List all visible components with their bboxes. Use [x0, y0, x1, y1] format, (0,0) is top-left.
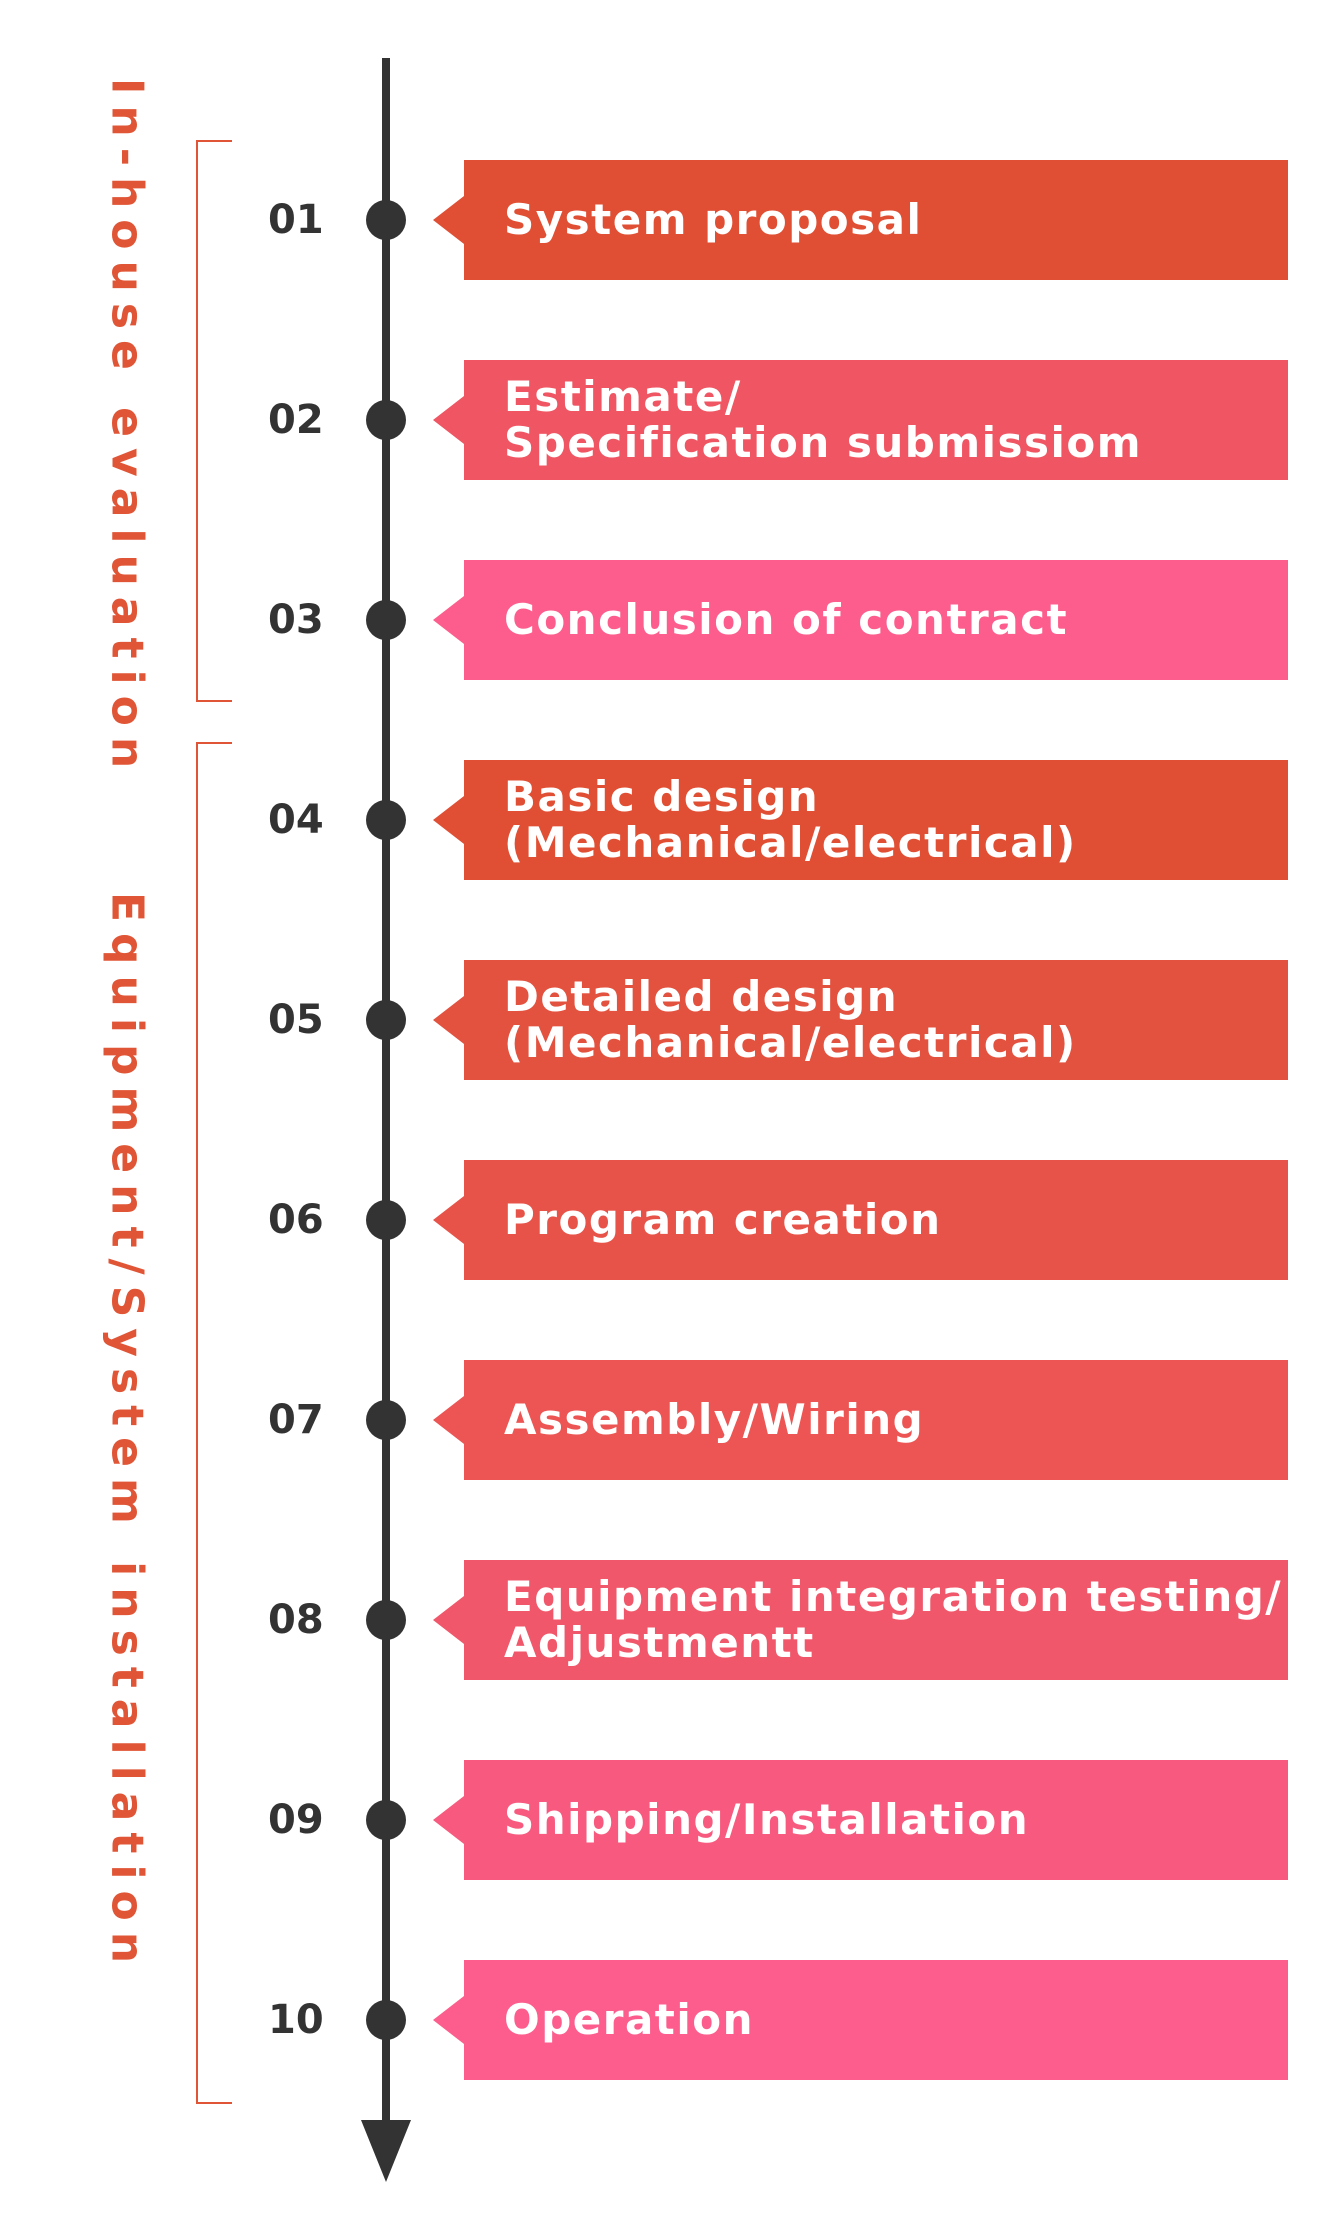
step-pointer-icon	[433, 796, 464, 844]
timeline-dot	[366, 200, 406, 240]
step-row: 02 Estimate/ Specification submissiom	[0, 360, 1340, 480]
step-box: Operation	[464, 1960, 1288, 2080]
step-label: Assembly/Wiring	[504, 1395, 925, 1444]
timeline-dot	[366, 1600, 406, 1640]
step-number: 02	[268, 397, 324, 443]
step-number: 09	[268, 1797, 324, 1843]
step-label: Shipping/Installation	[504, 1795, 1030, 1844]
group-bracket-in-house	[196, 140, 232, 702]
timeline-dot	[366, 800, 406, 840]
step-label: Estimate/ Specification submissiom	[504, 372, 1142, 467]
step-box: Detailed design (Mechanical/electrical)	[464, 960, 1288, 1080]
step-box: Estimate/ Specification submissiom	[464, 360, 1288, 480]
step-row: 05 Detailed design (Mechanical/electrical…	[0, 960, 1340, 1080]
step-pointer-icon	[433, 396, 464, 444]
timeline-dot	[366, 400, 406, 440]
step-pointer-icon	[433, 1996, 464, 2044]
timeline-arrow-down-icon	[361, 2120, 411, 2182]
timeline-line	[382, 58, 390, 2148]
step-row: 08 Equipment integration testing/ Adjustm…	[0, 1560, 1340, 1680]
step-pointer-icon	[433, 1796, 464, 1844]
timeline-dot	[366, 1200, 406, 1240]
step-label: Equipment integration testing/ Adjustmen…	[504, 1572, 1283, 1667]
timeline-dot	[366, 2000, 406, 2040]
step-number: 06	[268, 1197, 324, 1243]
step-box: Assembly/Wiring	[464, 1360, 1288, 1480]
step-row: 10 Operation	[0, 1960, 1340, 2080]
step-number: 05	[268, 997, 324, 1043]
step-box: Shipping/Installation	[464, 1760, 1288, 1880]
step-label: Conclusion of contract	[504, 595, 1069, 644]
step-row: 03 Conclusion of contract	[0, 560, 1340, 680]
step-pointer-icon	[433, 596, 464, 644]
step-box: Conclusion of contract	[464, 560, 1288, 680]
step-box: Equipment integration testing/ Adjustmen…	[464, 1560, 1288, 1680]
step-row: 01 System proposal	[0, 160, 1340, 280]
step-number: 08	[268, 1597, 324, 1643]
step-label: Operation	[504, 1995, 755, 2044]
step-box: System proposal	[464, 160, 1288, 280]
step-row: 04 Basic design (Mechanical/electrical)	[0, 760, 1340, 880]
group-label-installation: Equipment/System installation	[101, 892, 153, 1975]
timeline-dot	[366, 1400, 406, 1440]
step-box: Program creation	[464, 1160, 1288, 1280]
step-row: 07 Assembly/Wiring	[0, 1360, 1340, 1480]
timeline-dot	[366, 1800, 406, 1840]
step-number: 04	[268, 797, 324, 843]
step-label: Program creation	[504, 1195, 942, 1244]
group-bracket-installation	[196, 742, 232, 2104]
step-label: Detailed design (Mechanical/electrical)	[504, 972, 1077, 1067]
step-number: 10	[268, 1997, 324, 2043]
group-label-in-house: In-house evaluation	[101, 78, 153, 780]
step-label: Basic design (Mechanical/electrical)	[504, 772, 1077, 867]
timeline-dot	[366, 1000, 406, 1040]
step-pointer-icon	[433, 1196, 464, 1244]
step-pointer-icon	[433, 1596, 464, 1644]
step-pointer-icon	[433, 996, 464, 1044]
step-pointer-icon	[433, 1396, 464, 1444]
step-number: 01	[268, 197, 324, 243]
step-label: System proposal	[504, 195, 923, 244]
step-box: Basic design (Mechanical/electrical)	[464, 760, 1288, 880]
step-row: 06 Program creation	[0, 1160, 1340, 1280]
step-number: 03	[268, 597, 324, 643]
step-pointer-icon	[433, 196, 464, 244]
timeline-dot	[366, 600, 406, 640]
step-row: 09 Shipping/Installation	[0, 1760, 1340, 1880]
step-number: 07	[268, 1397, 324, 1443]
